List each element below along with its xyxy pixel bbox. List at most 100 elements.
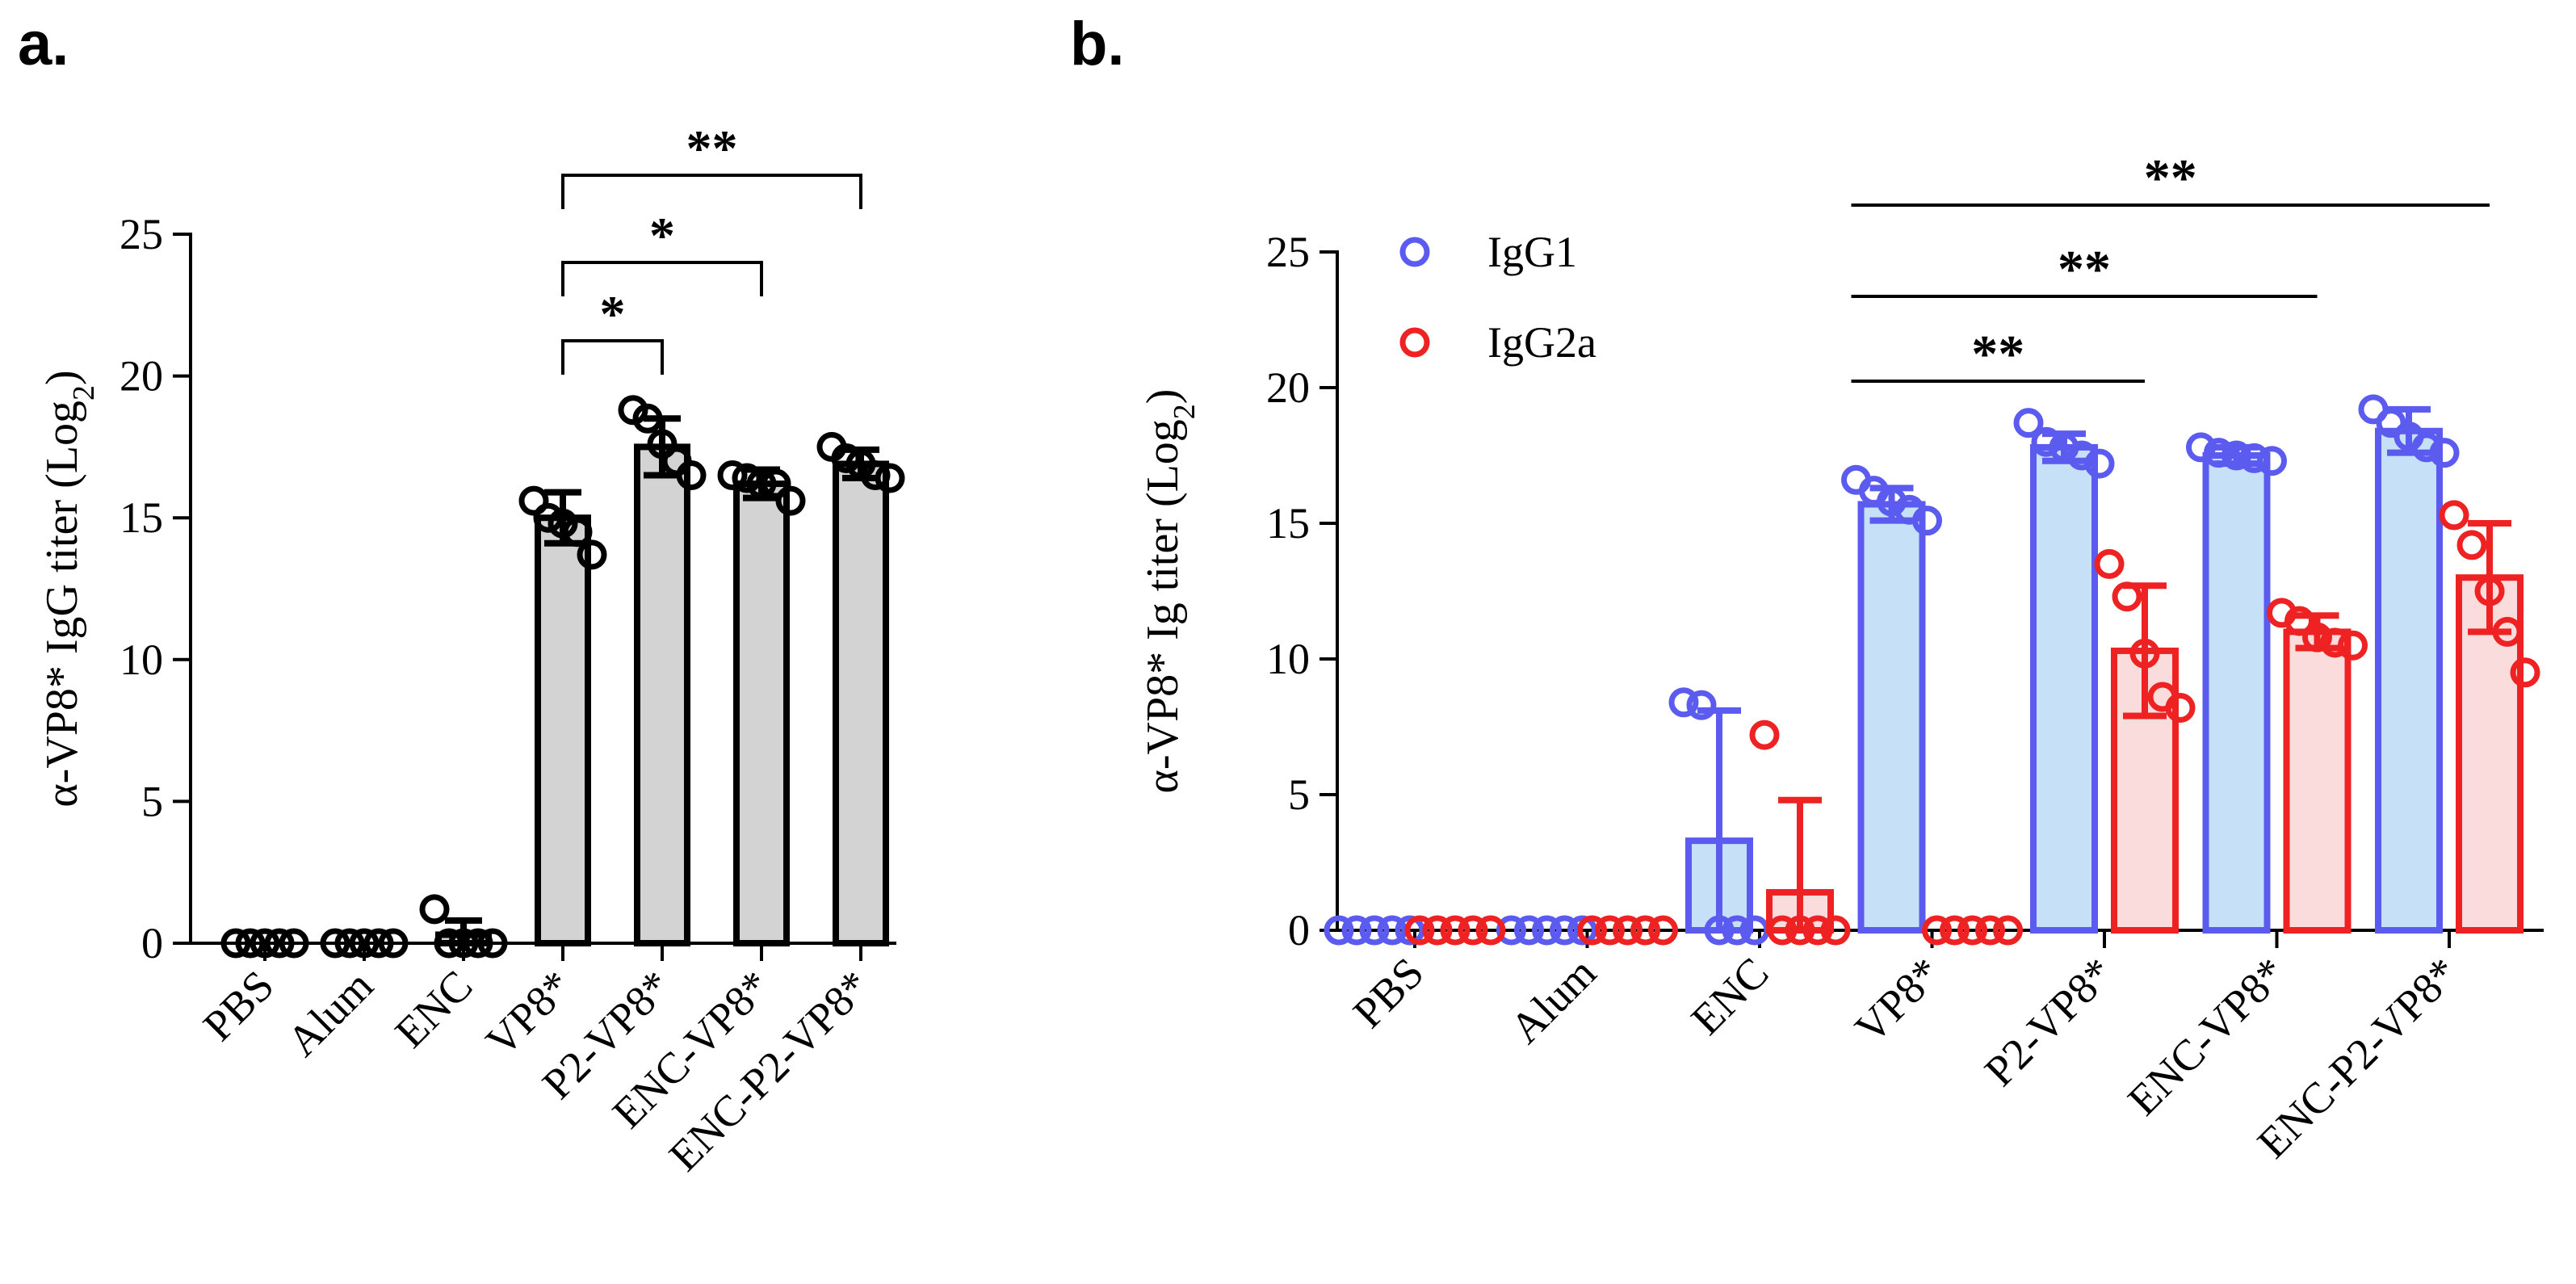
panel-a-significance-0-label: *: [600, 285, 626, 342]
panel-b-legend-marker-0: [1399, 237, 1430, 267]
panel-a-point-s0-0-3: [264, 928, 295, 959]
panel-b-point-s0-5-0: [2186, 432, 2216, 463]
panel-a-point-s0-0-2: [250, 928, 280, 959]
panel-a-point-s0-1-3: [363, 928, 394, 959]
panel-b-point-s1-0-1: [1422, 915, 1453, 946]
panel-a-significance-1-label: *: [649, 207, 675, 264]
panel-b-point-s1-3-3: [1975, 915, 2005, 946]
panel-b-bar-s0-4: [2030, 443, 2098, 934]
panel-b-point-s1-6-0: [2439, 500, 2469, 531]
panel-a-point-s0-5-0: [717, 460, 748, 491]
panel-a-point-s0-2-1: [434, 928, 464, 959]
panel-a-point-s0-5-4: [775, 485, 806, 516]
panel-a-bar-s0-5: [733, 480, 790, 946]
panel-a-point-s0-5-2: [746, 468, 777, 499]
panel-b-point-s0-0-3: [1377, 915, 1408, 946]
panel-a-x-tick-label-0: PBS: [194, 961, 283, 1050]
panel-b-point-s0-5-4: [2257, 446, 2287, 476]
panel-b-point-s1-1-3: [1630, 915, 1660, 946]
panel-a-point-s0-4-4: [676, 460, 707, 491]
panel-b-point-s1-2-2: [1785, 915, 1815, 946]
panel-b-point-s1-2-4: [1820, 915, 1851, 946]
panel-b-bar-s1-4: [2111, 647, 2179, 934]
panel-a-point-s0-3-4: [577, 539, 607, 570]
panel-b-point-s0-0-2: [1359, 915, 1390, 946]
panel-a-point-s0-3-0: [518, 485, 549, 516]
panel-a-point-s0-5-1: [732, 463, 762, 493]
panel-b-point-s0-3-4: [1912, 506, 1942, 536]
panel-b-bar-s0-3: [1857, 501, 1926, 934]
panel-a-point-s0-4-0: [618, 395, 648, 426]
panel-a-point-s0-1-4: [378, 928, 409, 959]
panel-a-point-s0-3-2: [548, 508, 578, 539]
panel-b-point-s0-0-0: [1324, 915, 1354, 946]
panel-a-y-tick-label-5: 25: [120, 210, 163, 258]
panel-b-point-s0-5-2: [2221, 440, 2251, 471]
panel-a-y-tick-label-2: 10: [120, 636, 163, 684]
panel-a-point-s0-6-1: [831, 443, 862, 473]
panel-a-y-tick-label-4: 20: [120, 352, 163, 401]
panel-b-x-tick-label-2: ENC: [1682, 948, 1778, 1044]
panel-a-significance-2-label: **: [686, 120, 738, 177]
panel-b-point-s1-4-0: [2094, 548, 2125, 579]
panel-b-point-s1-0-3: [1458, 915, 1488, 946]
panel-b-point-s1-1-0: [1577, 915, 1607, 946]
panel-a-x-tick-label-1: Alum: [278, 961, 382, 1065]
panel-b-point-s0-2-3: [1722, 915, 1752, 946]
panel-b-point-s1-5-3: [2320, 627, 2350, 658]
panel-b-point-s0-2-0: [1668, 687, 1699, 718]
panel-a-point-s0-5-3: [761, 468, 791, 499]
panel-b-point-s1-3-4: [1993, 915, 2023, 946]
panel-b-point-s0-6-4: [2429, 438, 2460, 468]
panel-b-chart: 0 5 10 15 20 25 α-VP8* Ig titer (Log2) PBS Alum E…: [1138, 149, 2544, 1168]
panel-b-point-s0-1-4: [1567, 915, 1597, 946]
panel-a-point-s0-6-3: [860, 460, 891, 491]
panel-a-chart: 0 5 10 15 20 25 α-VP8* IgG titer (Log2) PBSAlum…: [37, 120, 905, 1181]
panel-b-point-s0-4-1: [2031, 426, 2062, 457]
panel-a-point-s0-0-4: [279, 928, 309, 959]
panel-a-label: a.: [18, 10, 69, 78]
panel-b-point-s1-1-1: [1595, 915, 1625, 946]
panel-b-label: b.: [1070, 10, 1125, 78]
panel-b-point-s1-4-1: [2112, 581, 2142, 612]
panel-a-point-s0-3-1: [533, 502, 564, 533]
panel-b-point-s1-6-4: [2510, 657, 2540, 688]
panel-b-bar-s1-5: [2283, 628, 2352, 934]
panel-b-y-tick-label-4: 20: [1266, 363, 1310, 412]
panel-b-point-s1-1-2: [1613, 915, 1643, 946]
panel-a-point-s0-1-1: [334, 928, 365, 959]
panel-b-y-tick-label-3: 15: [1266, 499, 1310, 548]
panel-b-point-s1-5-2: [2302, 622, 2332, 652]
panel-b-point-s1-3-1: [1940, 915, 1970, 946]
panel-b-x-tick-label-3: VP8*: [1846, 948, 1950, 1052]
panel-b-point-s0-2-4: [1739, 915, 1770, 946]
panel-b-point-s0-2-1: [1686, 690, 1717, 720]
panel-b-y-tick-label-0: 0: [1288, 906, 1310, 955]
panel-b-y-tick-label-5: 25: [1266, 228, 1310, 276]
panel-b-legend-marker-1: [1399, 327, 1430, 358]
panel-b-point-s1-0-0: [1404, 915, 1435, 946]
panel-a-y-axis-label: α-VP8* IgG titer (Log2): [37, 370, 101, 807]
panel-b-point-s0-1-1: [1514, 915, 1544, 946]
panel-a-point-s0-4-2: [647, 429, 678, 459]
panel-b-point-s0-0-4: [1395, 915, 1425, 946]
panel-a-bar-s0-6: [833, 460, 889, 946]
panel-b-point-s1-6-3: [2492, 616, 2523, 647]
panel-b-point-s1-6-2: [2474, 576, 2505, 606]
panel-a-bar-s0-3: [535, 514, 591, 946]
panel-a-significance-1-line: [561, 261, 763, 296]
panel-a-y-tick-label-0: 0: [141, 919, 163, 967]
panel-a-point-s0-2-2: [448, 928, 479, 959]
panel-b-point-s0-1-3: [1550, 915, 1580, 946]
panel-a-y-tick-label-1: 5: [141, 777, 163, 825]
panel-b-significance-1-label: **: [2058, 240, 2111, 299]
panel-a-point-s0-2-3: [463, 928, 493, 959]
panel-b-point-s0-5-3: [2239, 443, 2269, 473]
panel-b-point-s0-0-1: [1341, 915, 1372, 946]
panel-b-point-s1-6-1: [2456, 530, 2487, 560]
panel-b-point-s1-3-0: [1922, 915, 1952, 946]
panel-a-x-tick-label-2: ENC: [386, 961, 482, 1057]
panel-b-point-s1-2-0: [1749, 720, 1780, 750]
panel-b-x-tick-label-4: P2-VP8*: [1975, 948, 2122, 1095]
